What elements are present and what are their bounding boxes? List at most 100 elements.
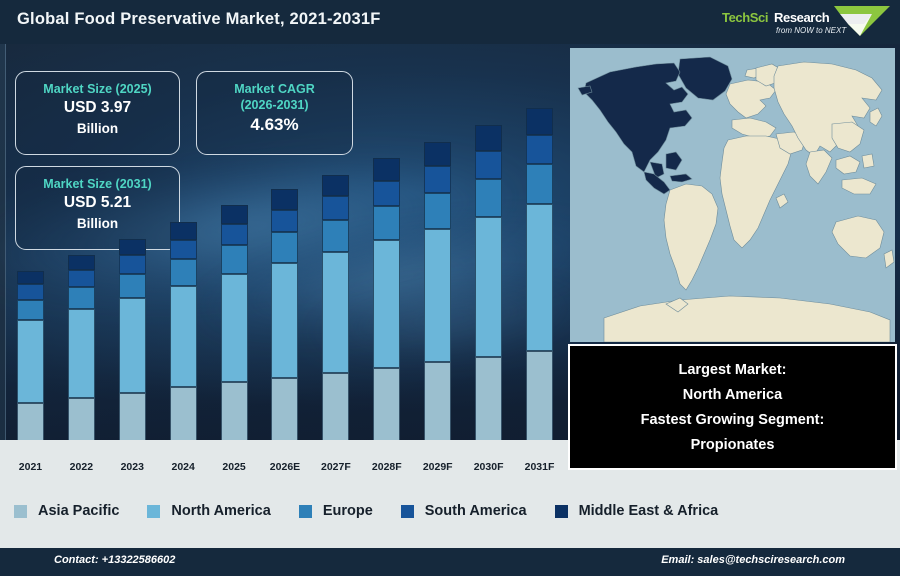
bar-segment	[526, 135, 554, 165]
svg-text:from NOW to NEXT: from NOW to NEXT	[776, 26, 847, 35]
antarctic-peninsula-shape	[665, 297, 689, 313]
bar-slot	[463, 44, 514, 464]
legend-item[interactable]: Asia Pacific	[14, 503, 119, 519]
bar-segment	[16, 270, 44, 285]
china-east-shape	[831, 121, 865, 153]
legend-label: Middle East & Africa	[578, 503, 719, 519]
greenland-shape	[677, 56, 733, 101]
stacked-bar[interactable]	[322, 174, 350, 464]
south-america-shape	[663, 183, 719, 291]
bar-segment	[424, 166, 452, 193]
bar-segment	[67, 309, 95, 398]
key-insights-box: Largest Market: North America Fastest Gr…	[568, 344, 897, 470]
legend-label: Europe	[322, 503, 373, 519]
bar-segment	[118, 297, 146, 393]
bar-segment	[424, 228, 452, 363]
stacked-bar[interactable]	[475, 125, 503, 464]
bar-segment	[220, 205, 248, 225]
x-axis-tick: 2030F	[473, 461, 504, 473]
australia-shape	[831, 215, 885, 259]
bar-segment	[271, 262, 299, 378]
x-axis-tick: 2031F	[524, 461, 555, 473]
stat-label: Market CAGR	[234, 82, 315, 96]
stacked-bar[interactable]	[220, 205, 248, 464]
stat-label-period: (2026-2031)	[240, 98, 309, 112]
stat-card-market-size-2025: Market Size (2025) USD 3.97 Billion	[15, 71, 180, 155]
legend-swatch	[554, 504, 568, 518]
bar-segment	[271, 232, 299, 263]
stacked-bar-chart	[5, 44, 565, 464]
bar-segment	[169, 239, 197, 260]
legend-swatch	[147, 504, 161, 518]
largest-market-label: Largest Market:	[678, 361, 787, 378]
legend-item[interactable]: South America	[400, 503, 527, 519]
stat-value: 4.63%	[250, 115, 299, 134]
bar-segment	[118, 255, 146, 274]
bar-segment	[271, 209, 299, 233]
bar-segment	[67, 287, 95, 310]
bar-segment	[16, 284, 44, 300]
legend-item[interactable]: North America	[147, 503, 271, 519]
bar-slot	[158, 44, 209, 464]
bar-slot	[361, 44, 412, 464]
bar-slot	[412, 44, 463, 464]
chart-legend: Asia Pacific North America Europe South Ame…	[0, 488, 900, 534]
stacked-bar[interactable]	[271, 189, 299, 464]
north-america-shape	[583, 62, 693, 179]
x-axis-tick: 2024	[171, 461, 195, 473]
x-axis-tick: 2025	[222, 461, 246, 473]
bar-segment	[526, 164, 554, 205]
stacked-bar[interactable]	[118, 238, 146, 464]
india-shape	[805, 149, 833, 185]
legend-swatch	[400, 504, 414, 518]
stacked-bar[interactable]	[169, 221, 197, 464]
bar-segment	[373, 240, 401, 368]
page-title: Global Food Preservative Market, 2021-20…	[17, 10, 381, 28]
bar-slot	[5, 44, 56, 464]
footer-email: Email: sales@techsciresearch.com	[661, 554, 845, 566]
southeast-asia-shape	[835, 155, 861, 175]
fastest-segment-label: Fastest Growing Segment:	[640, 411, 825, 428]
stat-unit: Billion	[76, 216, 119, 231]
bar-slot	[310, 44, 361, 464]
bar-segment	[169, 221, 197, 240]
stacked-bar[interactable]	[16, 270, 44, 464]
bar-segment	[322, 196, 350, 220]
footer-contact: Contact: +13322586602	[54, 554, 176, 566]
new-zealand-shape	[883, 249, 895, 269]
bar-slot	[514, 44, 565, 464]
fastest-segment-value: Propionates	[690, 436, 775, 453]
stacked-bar[interactable]	[67, 255, 95, 464]
bar-segment	[475, 216, 503, 357]
legend-item[interactable]: Europe	[298, 503, 373, 519]
bar-segment	[322, 174, 350, 197]
central-america-shape	[643, 171, 671, 195]
bar-segment	[220, 224, 248, 246]
stacked-bar[interactable]	[526, 108, 554, 464]
world-map	[570, 48, 895, 342]
bar-slot	[107, 44, 158, 464]
bar-segment	[67, 270, 95, 288]
caribbean-shape	[669, 173, 693, 183]
philippines-shape	[861, 153, 875, 169]
legend-label: North America	[171, 503, 271, 519]
stacked-bar[interactable]	[424, 142, 452, 464]
bar-segment	[373, 206, 401, 241]
bar-segment	[16, 299, 44, 321]
x-axis-tick: 2021	[18, 461, 43, 473]
bar-segment	[475, 150, 503, 179]
stat-unit: Billion	[76, 121, 119, 136]
bar-slot	[56, 44, 107, 464]
bar-segment	[526, 108, 554, 136]
bar-slot	[209, 44, 260, 464]
stacked-bar[interactable]	[373, 158, 401, 464]
bar-segment	[475, 125, 503, 151]
x-axis-tick: 2026E	[269, 461, 301, 473]
legend-item[interactable]: Middle East & Africa	[554, 503, 719, 519]
bar-group	[5, 44, 565, 464]
stat-card-market-cagr: Market CAGR (2026-2031) 4.63%	[196, 71, 353, 155]
stat-value: USD 3.97	[63, 99, 132, 116]
alaska-islands-shape	[577, 85, 593, 96]
bar-segment	[526, 204, 554, 352]
